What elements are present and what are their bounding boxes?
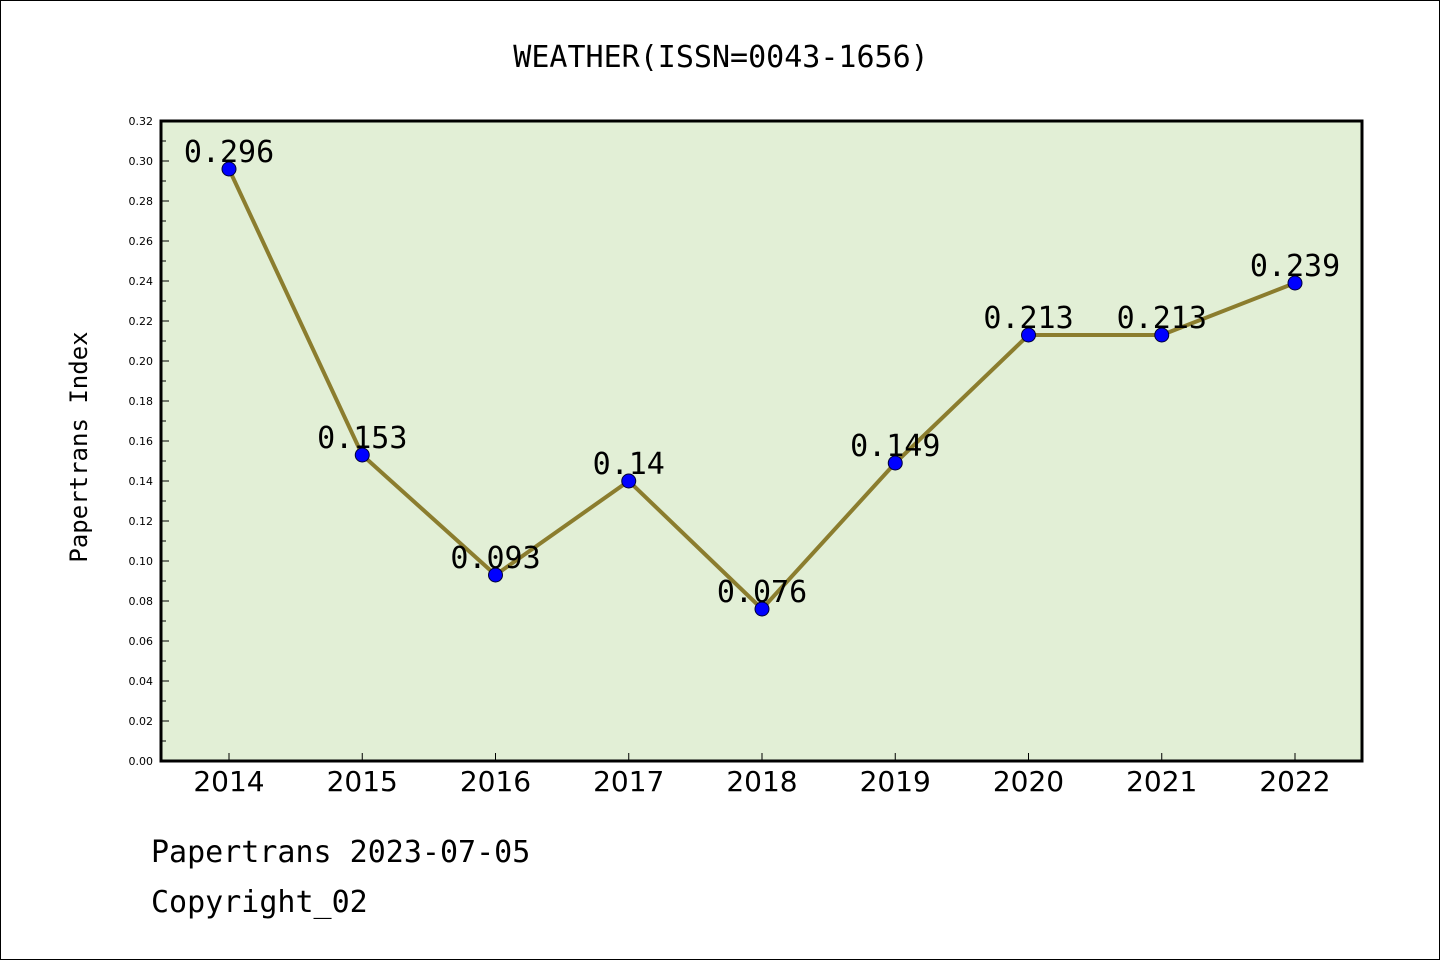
data-label: 0.213: [983, 301, 1073, 336]
data-label: 0.239: [1250, 249, 1340, 284]
data-points: [221, 161, 1303, 617]
chart-title: WEATHER(ISSN=0043-1656): [513, 40, 928, 75]
data-label: 0.149: [850, 429, 940, 464]
y-axis-title: Papertrans Index: [65, 331, 93, 562]
x-tick-label: 2014: [193, 765, 264, 798]
x-tick-label: 2017: [593, 765, 664, 798]
y-tick-label: 0.20: [129, 355, 154, 368]
y-tick-label: 0.26: [129, 235, 154, 248]
y-tick-label: 0.32: [129, 115, 154, 128]
data-point-marker: [1021, 327, 1036, 343]
data-point-marker: [754, 601, 770, 617]
plot-frame: [159, 119, 1364, 763]
footer-copyright-text: Copyright_02: [151, 885, 368, 920]
x-tick-label: 2019: [860, 765, 931, 798]
data-label: 0.296: [184, 135, 274, 170]
y-tick-label: 0.00: [129, 755, 154, 768]
data-label: 0.213: [1117, 301, 1207, 336]
y-tick-label: 0.06: [129, 635, 154, 648]
y-tick-label: 0.28: [129, 195, 154, 208]
data-point-marker: [621, 473, 637, 489]
y-tick-label: 0.02: [129, 715, 154, 728]
y-tick-label: 0.22: [129, 315, 154, 328]
y-tick-label: 0.18: [129, 395, 154, 408]
data-point-marker: [488, 567, 503, 583]
x-tick-label: 2022: [1259, 765, 1330, 798]
data-label: 0.14: [593, 447, 665, 482]
y-tick-label: 0.08: [129, 595, 154, 608]
data-point-marker: [221, 161, 237, 177]
data-label: 0.153: [317, 421, 407, 456]
y-tick-label: 0.10: [129, 555, 154, 568]
y-tick-label: 0.04: [129, 675, 154, 688]
x-tick-label: 2018: [726, 765, 797, 798]
plot-area: [161, 121, 1362, 761]
data-label: 0.076: [717, 575, 807, 610]
x-axis: 2014 2015 2016 2017 2018 2019 2020 2021 2022: [193, 753, 1331, 798]
y-tick-label: 0.30: [129, 155, 154, 168]
y-tick-label: 0.12: [129, 515, 154, 528]
y-tick-label: 0.24: [129, 275, 154, 288]
data-point-marker: [354, 447, 370, 463]
x-tick-label: 2020: [993, 765, 1064, 798]
y-tick-label: 0.14: [129, 475, 154, 488]
x-tick-label: 2016: [460, 765, 531, 798]
data-point-marker: [887, 455, 903, 471]
data-point-marker: [1287, 275, 1303, 291]
data-label: 0.093: [450, 541, 540, 576]
y-axis: 0.00 0.02 0.04 0.06 0.08 0.10 0.12 0.14 0.16 0.18…: [129, 115, 169, 768]
data-labels: 0.296 0.153 0.093 0.14 0.076 0.149 0.213 0.213 0…: [184, 135, 1340, 610]
footer-date-text: Papertrans 2023-07-05: [151, 835, 531, 870]
data-point-marker: [1154, 327, 1170, 343]
y-tick-label: 0.16: [129, 435, 154, 448]
x-tick-label: 2021: [1126, 765, 1197, 798]
x-tick-label: 2015: [327, 765, 398, 798]
